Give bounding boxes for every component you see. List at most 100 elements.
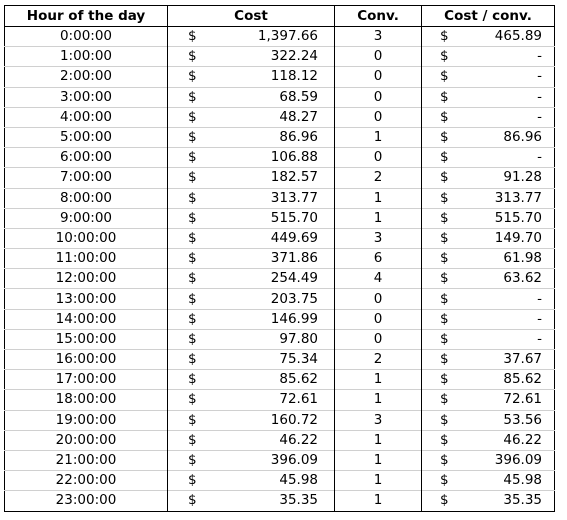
currency-cell: $: [167, 490, 212, 511]
currency-cell: $: [167, 46, 212, 67]
header-row: Hour of the day Cost Conv. Cost / conv.: [4, 5, 555, 27]
currency-cell: $: [167, 449, 212, 471]
table-row: 21:00:00 $396.09 1 $396.09: [4, 449, 555, 471]
cost-cell: 48.27: [211, 106, 335, 128]
cost-per-conv-cell: 37.67: [463, 348, 555, 370]
table-row: 3:00:00 $68.59 0 $ -: [4, 86, 555, 108]
conv-cell: 3: [334, 25, 422, 47]
currency-cell: $: [421, 308, 464, 330]
cost-per-conv-cell: -: [463, 328, 555, 350]
table-row: 20:00:00 $46.22 1 $46.22: [4, 429, 555, 451]
currency-cell: $: [167, 429, 212, 451]
conv-cell: 1: [334, 470, 422, 491]
table-row: 0:00:00 $1,397.66 3 $465.89: [4, 25, 555, 47]
conv-cell: 0: [334, 86, 422, 108]
currency-cell: $: [421, 167, 464, 188]
cost-per-conv-cell: 63.62: [463, 268, 555, 289]
table-body: 0:00:00 $1,397.66 3 $465.89 1:00:00 $322.24 0 $…: [4, 25, 555, 511]
cost-cell: 515.70: [211, 207, 335, 229]
currency-cell: $: [421, 25, 464, 47]
hour-cell: 0:00:00: [4, 25, 168, 47]
currency-cell: $: [421, 66, 464, 88]
hour-cell: 13:00:00: [4, 288, 168, 310]
conv-cell: 1: [334, 126, 422, 148]
currency-cell: $: [167, 409, 212, 431]
currency-cell: $: [421, 46, 464, 67]
currency-cell: $: [167, 227, 212, 249]
conv-cell: 0: [334, 147, 422, 168]
hour-cell: 8:00:00: [4, 187, 168, 209]
currency-cell: $: [421, 348, 464, 370]
conv-cell: 1: [334, 449, 422, 471]
cost-per-conv-cell: -: [463, 46, 555, 67]
currency-cell: $: [421, 106, 464, 128]
cost-per-conv-cell: -: [463, 288, 555, 310]
hour-cell: 14:00:00: [4, 308, 168, 330]
hour-cell: 23:00:00: [4, 490, 168, 511]
conv-cell: 1: [334, 369, 422, 390]
currency-cell: $: [421, 147, 464, 168]
hour-cell: 1:00:00: [4, 46, 168, 67]
cost-cell: 85.62: [211, 369, 335, 390]
cost-cell: 106.88: [211, 147, 335, 168]
cost-per-conv-cell: -: [463, 66, 555, 88]
currency-cell: $: [421, 328, 464, 350]
header-cell: Hour of the day: [4, 5, 168, 27]
table-row: 13:00:00 $203.75 0 $ -: [4, 288, 555, 310]
table-row: 10:00:00 $449.69 3 $149.70: [4, 227, 555, 249]
cost-cell: 68.59: [211, 86, 335, 108]
cost-cell: 254.49: [211, 268, 335, 289]
hour-cell: 19:00:00: [4, 409, 168, 431]
currency-cell: $: [167, 66, 212, 88]
cost-per-conv-cell: 72.61: [463, 389, 555, 411]
currency-cell: $: [421, 409, 464, 431]
currency-cell: $: [421, 86, 464, 108]
conv-cell: 3: [334, 409, 422, 431]
cost-per-conv-cell: -: [463, 308, 555, 330]
cost-per-conv-cell: 515.70: [463, 207, 555, 229]
hour-cell: 22:00:00: [4, 470, 168, 491]
table-row: 6:00:00 $106.88 0 $ -: [4, 147, 555, 168]
currency-cell: $: [167, 328, 212, 350]
table-row: 2:00:00 $118.12 0 $ -: [4, 66, 555, 88]
currency-cell: $: [167, 369, 212, 390]
hour-cell: 18:00:00: [4, 389, 168, 411]
cost-per-conv-cell: 46.22: [463, 429, 555, 451]
cost-per-conv-cell: 35.35: [463, 490, 555, 511]
currency-cell: $: [167, 288, 212, 310]
currency-cell: $: [421, 429, 464, 451]
currency-cell: $: [421, 126, 464, 148]
currency-cell: $: [421, 449, 464, 471]
hour-cell: 2:00:00: [4, 66, 168, 88]
conv-cell: 1: [334, 490, 422, 511]
conv-cell: 0: [334, 328, 422, 350]
table-row: 7:00:00 $182.57 2 $91.28: [4, 167, 555, 188]
table-row: 18:00:00 $72.61 1 $72.61: [4, 389, 555, 411]
currency-cell: $: [167, 147, 212, 168]
currency-cell: $: [421, 490, 464, 511]
table-row: 5:00:00 $86.96 1 $86.96: [4, 126, 555, 148]
header-cell: Cost / conv.: [421, 5, 555, 27]
table-row: 1:00:00 $322.24 0 $ -: [4, 46, 555, 67]
cost-cell: 182.57: [211, 167, 335, 188]
table: Hour of the day Cost Conv. Cost / conv. 0:0…: [4, 5, 556, 512]
table-row: 9:00:00 $515.70 1 $515.70: [4, 207, 555, 229]
cost-cell: 160.72: [211, 409, 335, 431]
cost-cell: 396.09: [211, 449, 335, 471]
cost-cell: 203.75: [211, 288, 335, 310]
cost-cell: 46.22: [211, 429, 335, 451]
currency-cell: $: [421, 369, 464, 390]
hour-cell: 21:00:00: [4, 449, 168, 471]
cost-cell: 97.80: [211, 328, 335, 350]
currency-cell: $: [421, 288, 464, 310]
table-row: 16:00:00 $75.34 2 $37.67: [4, 348, 555, 370]
currency-cell: $: [421, 227, 464, 249]
currency-cell: $: [167, 348, 212, 370]
conv-cell: 1: [334, 389, 422, 411]
table-row: 12:00:00 $254.49 4 $63.62: [4, 268, 555, 289]
hour-cell: 4:00:00: [4, 106, 168, 128]
cost-cell: 75.34: [211, 348, 335, 370]
cost-per-conv-cell: 53.56: [463, 409, 555, 431]
currency-cell: $: [421, 470, 464, 491]
